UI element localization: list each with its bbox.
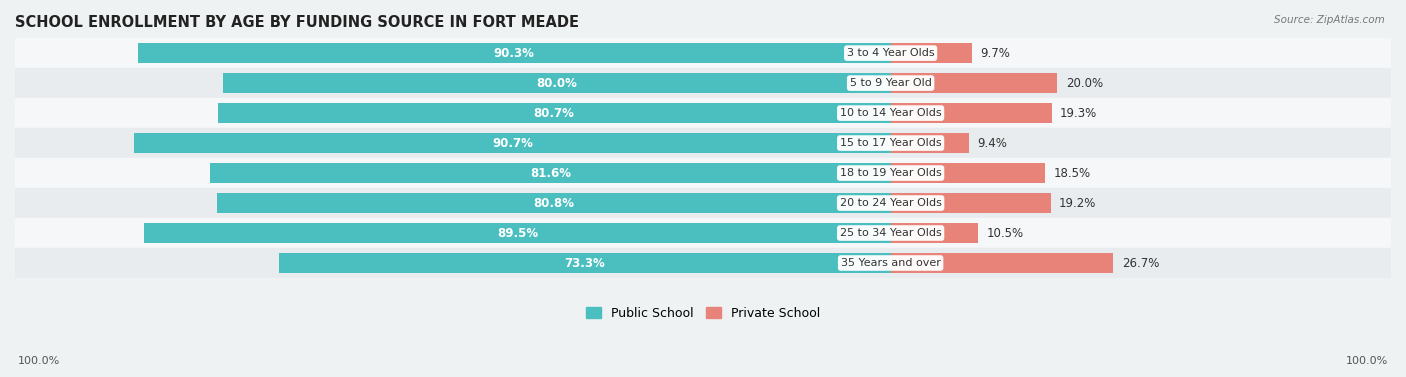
Text: 80.8%: 80.8% [533, 196, 574, 210]
Bar [218, 103, 890, 123]
Text: 100.0%: 100.0% [1346, 356, 1388, 366]
Bar [15, 98, 1391, 128]
Bar [890, 133, 969, 153]
Text: 10.5%: 10.5% [987, 227, 1024, 239]
Text: 19.2%: 19.2% [1059, 196, 1097, 210]
Bar [209, 163, 890, 183]
Bar [145, 223, 890, 243]
Bar [15, 218, 1391, 248]
Text: 90.3%: 90.3% [494, 47, 534, 60]
Text: 10 to 14 Year Olds: 10 to 14 Year Olds [839, 108, 942, 118]
Bar [15, 158, 1391, 188]
Text: 26.7%: 26.7% [1122, 256, 1159, 270]
Text: 3 to 4 Year Olds: 3 to 4 Year Olds [846, 48, 935, 58]
Bar [15, 38, 1391, 68]
Bar [890, 193, 1050, 213]
Text: 25 to 34 Year Olds: 25 to 34 Year Olds [839, 228, 942, 238]
Text: 81.6%: 81.6% [530, 167, 571, 179]
Text: 18 to 19 Year Olds: 18 to 19 Year Olds [839, 168, 942, 178]
Text: Source: ZipAtlas.com: Source: ZipAtlas.com [1274, 15, 1385, 25]
Text: 19.3%: 19.3% [1060, 107, 1097, 120]
Text: 90.7%: 90.7% [492, 136, 533, 150]
Text: 35 Years and over: 35 Years and over [841, 258, 941, 268]
Bar [15, 128, 1391, 158]
Text: 18.5%: 18.5% [1053, 167, 1091, 179]
Bar [15, 248, 1391, 278]
Text: 20 to 24 Year Olds: 20 to 24 Year Olds [839, 198, 942, 208]
Bar [224, 73, 890, 93]
Bar [15, 188, 1391, 218]
Bar [890, 253, 1114, 273]
Text: 5 to 9 Year Old: 5 to 9 Year Old [849, 78, 932, 88]
Text: SCHOOL ENROLLMENT BY AGE BY FUNDING SOURCE IN FORT MEADE: SCHOOL ENROLLMENT BY AGE BY FUNDING SOUR… [15, 15, 579, 30]
Text: 80.7%: 80.7% [534, 107, 575, 120]
Bar [890, 43, 972, 63]
Text: 20.0%: 20.0% [1066, 77, 1102, 90]
Bar [280, 253, 890, 273]
Bar [217, 193, 890, 213]
Text: 73.3%: 73.3% [565, 256, 606, 270]
Text: 100.0%: 100.0% [18, 356, 60, 366]
Bar [890, 223, 979, 243]
Legend: Public School, Private School: Public School, Private School [581, 302, 825, 325]
Text: 15 to 17 Year Olds: 15 to 17 Year Olds [839, 138, 942, 148]
Text: 9.7%: 9.7% [980, 47, 1010, 60]
Text: 89.5%: 89.5% [496, 227, 538, 239]
Bar [134, 133, 890, 153]
Text: 9.4%: 9.4% [977, 136, 1007, 150]
Text: 80.0%: 80.0% [537, 77, 578, 90]
Bar [890, 73, 1057, 93]
Bar [890, 163, 1045, 183]
Bar [138, 43, 890, 63]
Bar [890, 103, 1052, 123]
Bar [15, 68, 1391, 98]
